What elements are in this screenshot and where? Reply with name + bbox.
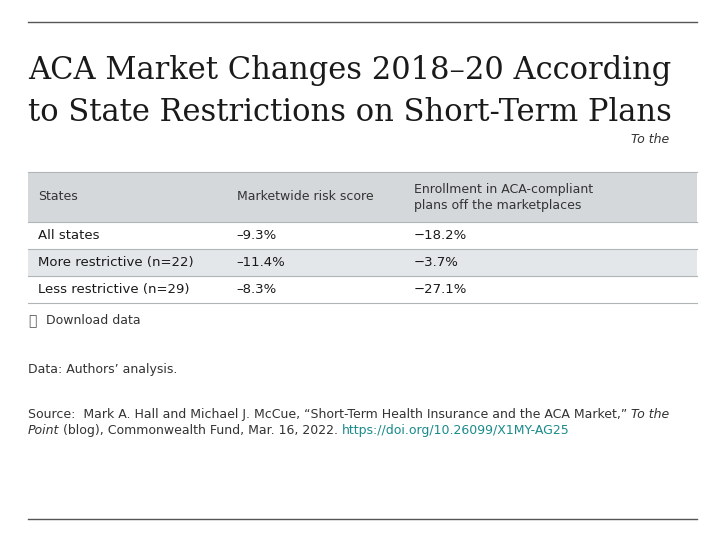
Text: Source:  Mark A. Hall and Michael J. McCue, “Short-Term Health Insurance and the: Source: Mark A. Hall and Michael J. McCu… [28, 408, 631, 421]
Text: Less restrictive (n=29): Less restrictive (n=29) [38, 283, 189, 296]
Text: Enrollment in ACA-compliant
plans off the marketplaces: Enrollment in ACA-compliant plans off th… [414, 182, 593, 212]
Text: −3.7%: −3.7% [414, 256, 459, 269]
Text: ACA Market Changes 2018–20 According: ACA Market Changes 2018–20 According [28, 55, 671, 86]
Text: To the: To the [631, 408, 669, 421]
Text: −27.1%: −27.1% [414, 283, 468, 296]
Text: –11.4%: –11.4% [236, 256, 286, 269]
Bar [28, 172, 697, 222]
Text: to State Restrictions on Short-Term Plans: to State Restrictions on Short-Term Plan… [28, 97, 672, 128]
Text: –9.3%: –9.3% [236, 229, 277, 242]
Bar [28, 249, 697, 276]
Text: All states: All states [38, 229, 99, 242]
Bar [28, 276, 697, 303]
Text: ⤓: ⤓ [28, 314, 36, 328]
Text: –8.3%: –8.3% [236, 283, 277, 296]
Bar [28, 222, 697, 249]
Text: More restrictive (n=22): More restrictive (n=22) [38, 256, 194, 269]
Text: States: States [38, 190, 78, 203]
Text: https://doi.org/10.26099/X1MY-AG25: https://doi.org/10.26099/X1MY-AG25 [342, 424, 570, 437]
Text: Download data: Download data [46, 314, 141, 327]
Text: To the: To the [631, 133, 669, 146]
Text: −18.2%: −18.2% [414, 229, 467, 242]
Text: Point: Point [28, 424, 59, 437]
Text: (blog), Commonwealth Fund, Mar. 16, 2022.: (blog), Commonwealth Fund, Mar. 16, 2022… [59, 424, 342, 437]
Text: Data: Authors’ analysis.: Data: Authors’ analysis. [28, 363, 178, 376]
Text: Marketwide risk score: Marketwide risk score [236, 190, 373, 203]
